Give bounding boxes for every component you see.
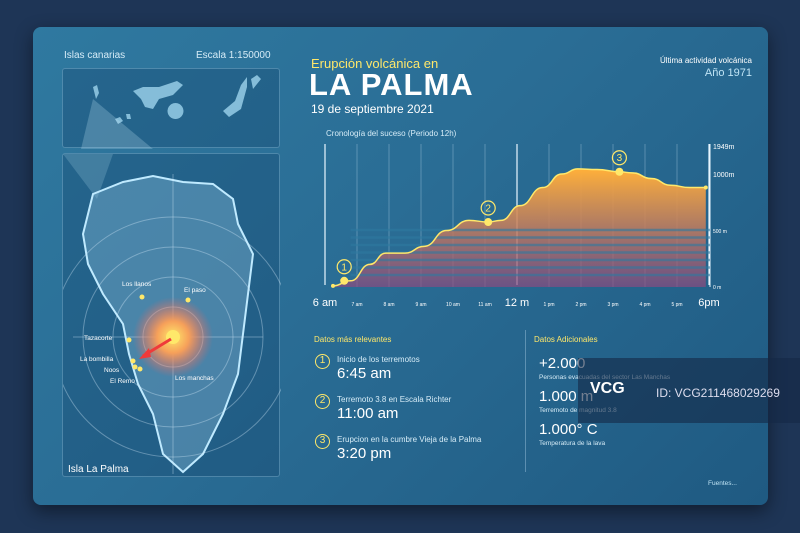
- x-tick-label: 2 pm: [575, 302, 586, 308]
- x-tick-label: 8 am: [383, 302, 394, 308]
- y-tick-label: 0 m: [713, 285, 721, 291]
- map-scale: Escala 1:150000: [196, 50, 271, 61]
- x-tick-label: 9 am: [415, 302, 426, 308]
- y-tick-label: 1000m: [713, 172, 735, 179]
- x-tick-label: 7 am: [351, 302, 362, 308]
- event-label: Erupcion en la cumbre Vieja de la Palma: [337, 435, 482, 444]
- x-tick-label: 1 pm: [543, 302, 554, 308]
- town-la-bombilla: La bombilla: [80, 356, 114, 363]
- stat-value: 1.000° C: [539, 421, 598, 438]
- event-time: 6:45 am: [337, 365, 392, 382]
- subtitle: Erupción volcánica en: [311, 56, 439, 71]
- x-tick-label: 6 am: [313, 297, 337, 309]
- town-noos: Noos: [104, 367, 120, 374]
- chart-title: Cronología del suceso (Periodo 12h): [326, 129, 457, 138]
- event-label: Terremoto 3.8 en Escala Richter: [337, 395, 452, 404]
- x-tick-label: 6pm: [698, 297, 719, 309]
- event-number-badge: 2: [315, 394, 330, 409]
- event-marker: [484, 218, 493, 227]
- x-tick-label: 12 m: [505, 297, 529, 309]
- additional-heading: Datos Adicionales: [534, 335, 598, 344]
- x-tick-label: 10 am: [446, 302, 460, 308]
- x-tick-label: 4 pm: [639, 302, 650, 308]
- islands-svg: [81, 75, 261, 149]
- event-badge-label: 2: [485, 204, 491, 215]
- page-title: LA PALMA: [309, 67, 474, 102]
- y-tick-label: 1949m: [713, 144, 735, 151]
- town-los-llanos: Los llanos: [122, 281, 152, 288]
- x-tick-label: 11 am: [478, 302, 492, 308]
- stat-label: Temperatura de la lava: [539, 440, 606, 447]
- event-number-badge: 1: [315, 354, 330, 369]
- events-heading: Datos más relevantes: [314, 335, 392, 344]
- event-time: 11:00 am: [337, 405, 399, 422]
- event-badge-label: 1: [341, 262, 347, 273]
- x-tick-label: 5 pm: [671, 302, 682, 308]
- island-label: Isla La Palma: [68, 464, 129, 475]
- event-marker: [615, 167, 624, 176]
- event-number-badge: 3: [315, 434, 330, 449]
- data-line: [332, 168, 706, 287]
- y-tick-label: 500 m: [713, 229, 727, 235]
- event-time: 3:20 pm: [337, 445, 392, 462]
- watermark-logo: VCG: [590, 380, 625, 397]
- town-los-manchas: Los manchas: [175, 375, 214, 382]
- event-label: Inicio de los terremotos: [337, 355, 420, 364]
- timeline-chart: 6 am 7 am 8 am 9 am 10 am 11 am 12 m 1 pm 2 pm 3 …: [313, 144, 735, 309]
- area-fill: [333, 168, 706, 287]
- event-badge: [611, 150, 627, 166]
- stat-value: +2.000: [539, 355, 586, 372]
- data-point-end: [703, 185, 708, 190]
- region-label: Islas canarias: [64, 50, 126, 61]
- event-badge-label: 3: [617, 153, 623, 164]
- event-marker: [340, 276, 349, 285]
- canary-islands-map: [62, 68, 280, 149]
- last-activity-label: Última actividad volcánica: [659, 56, 752, 65]
- x-tick-label: 3 pm: [607, 302, 618, 308]
- event-badge: [480, 200, 496, 216]
- town-el-paso: El paso: [184, 287, 206, 294]
- town-tazacorte: Tazacorte: [84, 335, 113, 342]
- event-badge: [336, 259, 352, 275]
- watermark-id: ID: VCG211468029269: [656, 386, 780, 400]
- town-el-remo: El Remo: [110, 378, 135, 385]
- date: 19 de septiembre 2021: [311, 102, 434, 116]
- data-point-start: [331, 283, 335, 288]
- la-palma-map: [52, 153, 294, 477]
- last-activity-year: Año 1971: [704, 67, 752, 79]
- divider: [525, 330, 526, 472]
- watermark: VCG ID: VCG211468029269: [578, 358, 800, 423]
- sources-link[interactable]: Fuentes...: [708, 480, 737, 487]
- stat-label: Terremoto de magnitud 3.8: [539, 407, 617, 414]
- island-svg: [52, 154, 294, 474]
